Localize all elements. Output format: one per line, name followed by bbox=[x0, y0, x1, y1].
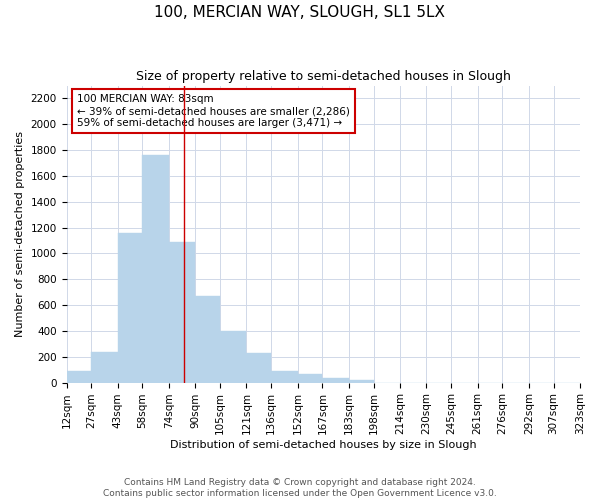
Text: 100, MERCIAN WAY, SLOUGH, SL1 5LX: 100, MERCIAN WAY, SLOUGH, SL1 5LX bbox=[155, 5, 445, 20]
Bar bbox=[271, 371, 298, 382]
Bar bbox=[322, 378, 349, 382]
Bar bbox=[91, 352, 118, 382]
Bar bbox=[169, 242, 196, 382]
Y-axis label: Number of semi-detached properties: Number of semi-detached properties bbox=[15, 131, 25, 337]
Bar bbox=[298, 374, 322, 382]
Title: Size of property relative to semi-detached houses in Slough: Size of property relative to semi-detach… bbox=[136, 70, 511, 83]
Text: Contains HM Land Registry data © Crown copyright and database right 2024.
Contai: Contains HM Land Registry data © Crown c… bbox=[103, 478, 497, 498]
Bar bbox=[118, 233, 142, 382]
Text: 100 MERCIAN WAY: 83sqm
← 39% of semi-detached houses are smaller (2,286)
59% of : 100 MERCIAN WAY: 83sqm ← 39% of semi-det… bbox=[77, 94, 350, 128]
Bar bbox=[67, 371, 91, 382]
Bar bbox=[142, 156, 169, 382]
Bar bbox=[196, 296, 220, 382]
Bar bbox=[220, 331, 247, 382]
X-axis label: Distribution of semi-detached houses by size in Slough: Distribution of semi-detached houses by … bbox=[170, 440, 476, 450]
Bar bbox=[349, 380, 374, 382]
Bar bbox=[247, 353, 271, 382]
